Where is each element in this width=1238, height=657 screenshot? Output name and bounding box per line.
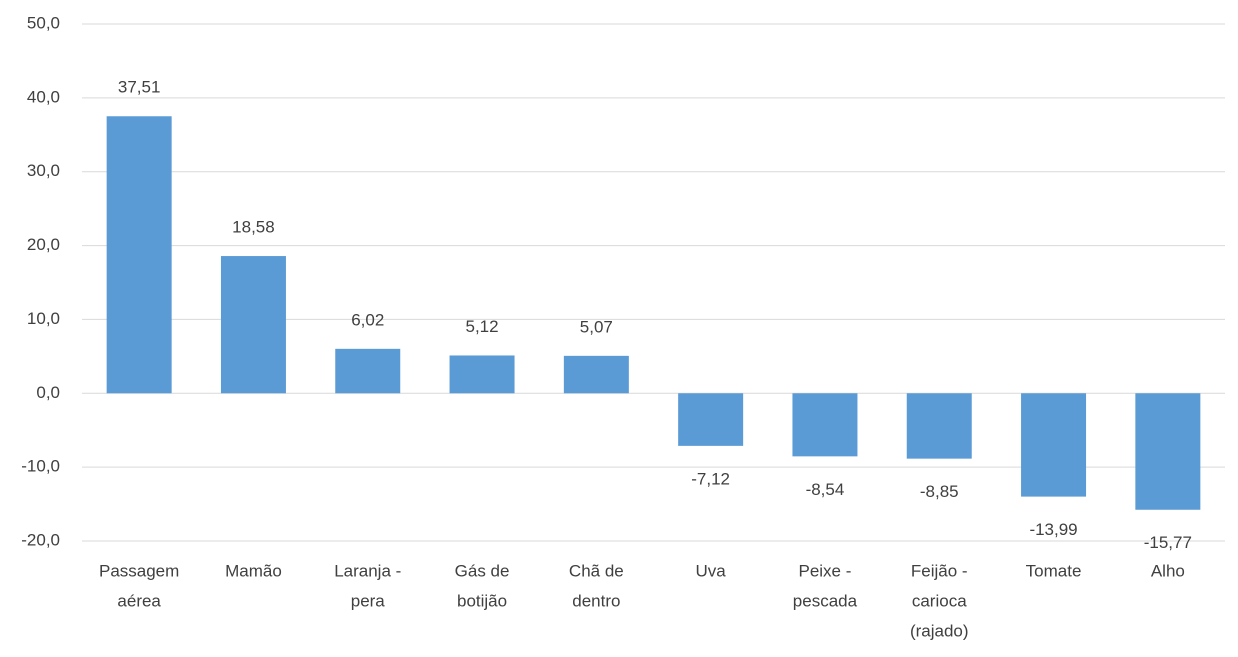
x-tick-label: pera — [351, 591, 386, 610]
x-tick-label: pescada — [793, 591, 858, 610]
value-label: -15,77 — [1144, 533, 1192, 552]
x-tick-label: Chã de — [569, 561, 624, 580]
bar — [792, 393, 858, 457]
x-tick-label: Tomate — [1026, 561, 1082, 580]
value-label: 6,02 — [351, 310, 384, 329]
x-tick-label: Laranja - — [334, 561, 401, 580]
bar — [335, 348, 401, 394]
x-tick-label: Mamão — [225, 561, 282, 580]
x-tick-label: botijão — [457, 591, 507, 610]
value-label: 37,51 — [118, 78, 161, 97]
x-tick-label: Peixe - — [798, 561, 851, 580]
value-label: 18,58 — [232, 218, 275, 237]
x-tick-label: Feijão - — [911, 561, 968, 580]
x-tick-label: Alho — [1151, 561, 1185, 580]
value-label: 5,12 — [466, 317, 499, 336]
y-tick-label: 0,0 — [36, 383, 60, 402]
value-label: 5,07 — [580, 317, 613, 336]
bar — [220, 256, 286, 394]
value-label: -13,99 — [1029, 520, 1077, 539]
value-label: -8,85 — [920, 482, 959, 501]
y-tick-label: 40,0 — [27, 87, 60, 106]
x-tick-label: dentro — [572, 591, 620, 610]
x-tick-label: Uva — [696, 561, 727, 580]
bar — [678, 393, 744, 446]
x-tick-label: aérea — [117, 591, 161, 610]
bar — [563, 355, 629, 394]
value-label: -7,12 — [691, 469, 730, 488]
value-label: -8,54 — [806, 480, 845, 499]
y-tick-label: 50,0 — [27, 13, 60, 32]
y-tick-label: -10,0 — [21, 457, 60, 476]
bar — [906, 393, 972, 459]
bar — [106, 116, 172, 394]
bar — [1135, 393, 1201, 510]
y-tick-label: -20,0 — [21, 530, 60, 549]
x-tick-label: Gás de — [455, 561, 510, 580]
bar — [449, 355, 515, 394]
y-tick-label: 30,0 — [27, 161, 60, 180]
bar — [1021, 393, 1087, 497]
x-tick-label: Passagem — [99, 561, 179, 580]
x-tick-label: (rajado) — [910, 621, 969, 640]
y-tick-label: 20,0 — [27, 235, 60, 254]
y-tick-label: 10,0 — [27, 309, 60, 328]
x-tick-label: carioca — [912, 591, 967, 610]
